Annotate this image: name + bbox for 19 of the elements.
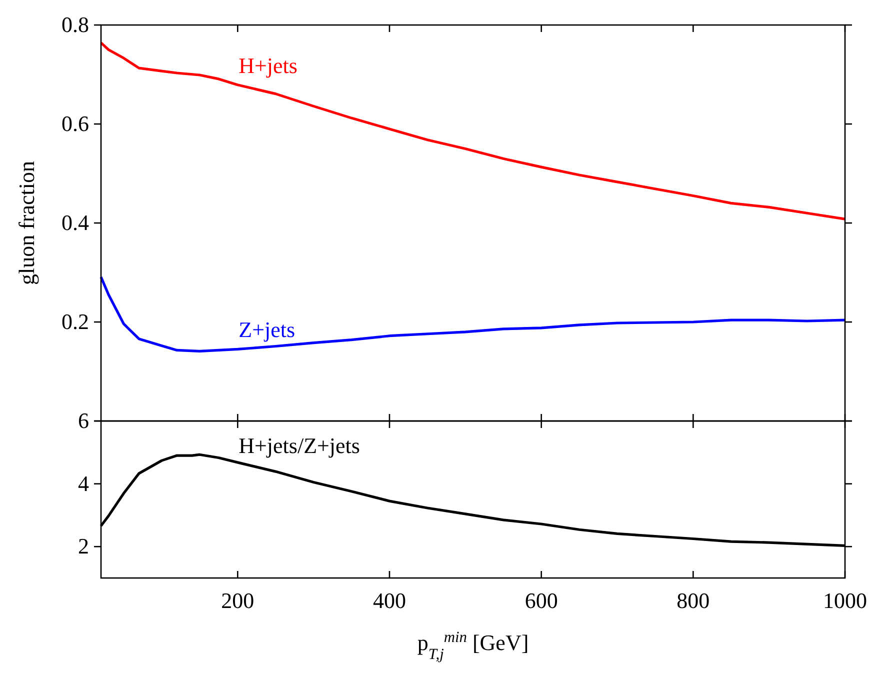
x-tick-label: 200 (221, 588, 254, 613)
x-tick-label: 400 (372, 588, 406, 613)
line-series (100, 42, 846, 220)
series-label: H+jets (238, 52, 298, 78)
x-tick-label: 600 (524, 588, 558, 613)
x-axis-title: p$_{T,j}$$^{min}$ [GeV] (417, 628, 529, 662)
y-tick-label: 0.2 (62, 309, 89, 334)
y-tick-label: 0.6 (62, 111, 89, 136)
y-axis-title: gluon fraction (14, 160, 39, 286)
y-tick-label: 6 (78, 408, 89, 433)
y-tick-label: 0.8 (62, 12, 89, 37)
line-series (100, 276, 846, 353)
series-label: Z+jets (238, 317, 296, 342)
y-tick-label: 4 (78, 470, 89, 496)
legend-label: H+jets/Z+jets (238, 433, 360, 458)
y-tick-label: 0.4 (62, 210, 89, 235)
y-tick-label: 2 (78, 534, 89, 559)
x-tick-label: 800 (676, 588, 710, 613)
x-tick-label: 1000 (823, 588, 867, 613)
